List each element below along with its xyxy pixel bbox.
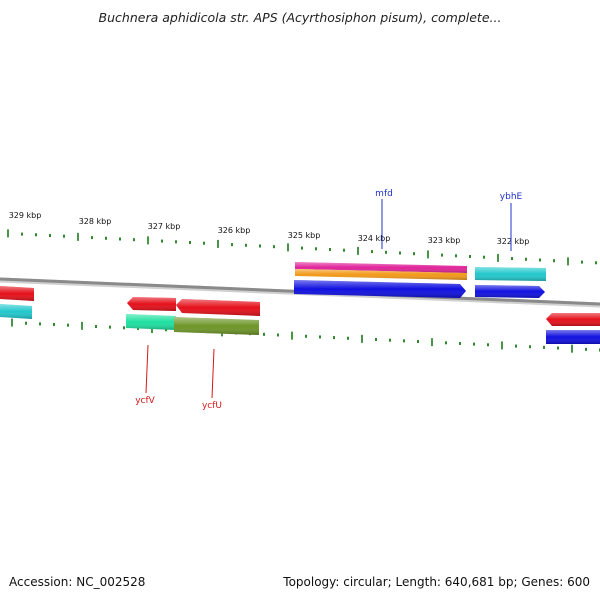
- genome-summary: Topology: circular; Length: 640,681 bp; …: [283, 575, 590, 589]
- gene-red-right-edge[interactable]: [546, 313, 600, 326]
- reverse-strand-track: [0, 286, 600, 344]
- gene-ycfU-olive[interactable]: [174, 317, 259, 335]
- ruler-tick-label: 328 kbp: [79, 217, 112, 226]
- map-title: Buchnera aphidicola str. APS (Acyrthosip…: [98, 10, 502, 25]
- forward-strand-track: [294, 262, 546, 298]
- ruler-upper-ticks: [7, 229, 597, 266]
- gene-ycfV-green[interactable]: [126, 314, 176, 330]
- gene-ycfV-red[interactable]: [127, 297, 176, 311]
- gene-callouts: mfd ybhE ycfV ycfU: [135, 189, 522, 411]
- gene-mfd-blue[interactable]: [294, 280, 466, 298]
- ruler-tick-label: 326 kbp: [218, 226, 251, 235]
- gene-red-left-edge[interactable]: [0, 286, 34, 301]
- gene-mfd-orange[interactable]: [295, 269, 467, 280]
- gene-label-mfd[interactable]: mfd: [375, 189, 393, 199]
- gene-blue-right-edge[interactable]: [546, 330, 600, 344]
- gene-label-ycfV[interactable]: ycfV: [135, 396, 155, 406]
- gene-label-ycfU[interactable]: ycfU: [202, 401, 222, 411]
- ruler-tick-label: 322 kbp: [497, 237, 530, 246]
- ycfV-callout-line: [145, 344, 149, 394]
- gene-ybhE-cyan[interactable]: [475, 267, 546, 281]
- ruler-tick-label: 324 kbp: [358, 234, 391, 243]
- gene-ycfU-red[interactable]: [176, 299, 260, 316]
- ruler-tick-label: 329 kbp: [9, 211, 42, 220]
- gene-ybhE-blue[interactable]: [475, 285, 545, 298]
- ruler-lower-ticks: [11, 318, 600, 353]
- ycfU-callout-line: [211, 348, 215, 399]
- gene-cyan-left-edge[interactable]: [0, 304, 32, 319]
- ruler-tick-label: 325 kbp: [288, 231, 321, 240]
- ruler-tick-label: 323 kbp: [428, 236, 461, 245]
- gene-label-ybhE[interactable]: ybhE: [500, 192, 523, 202]
- accession-label: Accession: NC_002528: [9, 575, 146, 589]
- ruler-tick-label: 327 kbp: [148, 222, 181, 231]
- ruler-labels: 329 kbp 328 kbp 327 kbp 326 kbp 325 kbp 324 k…: [9, 211, 530, 246]
- gene-mfd-magenta[interactable]: [295, 262, 467, 273]
